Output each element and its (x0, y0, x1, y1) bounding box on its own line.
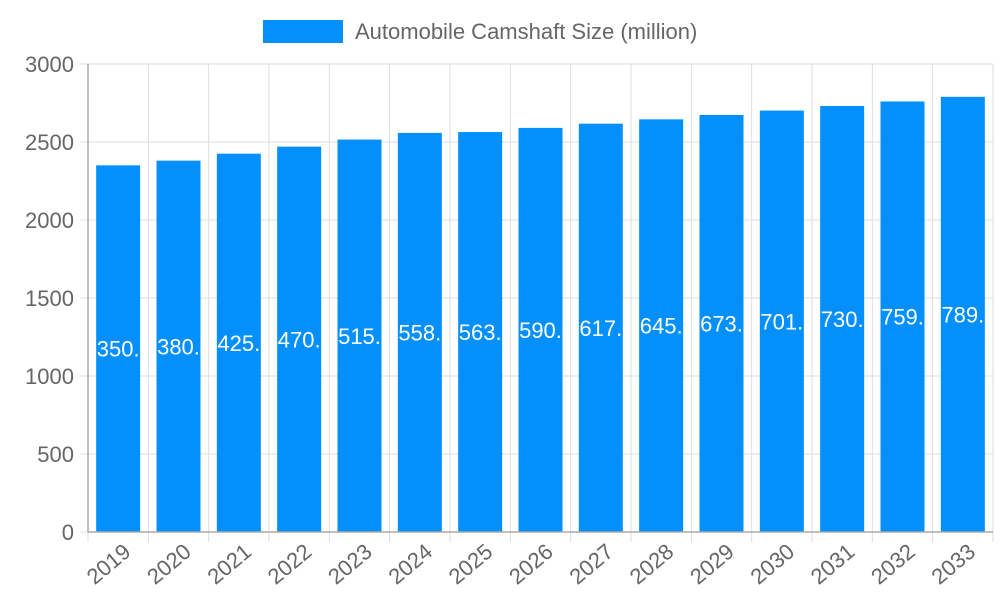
x-tick-label: 2019 (82, 539, 136, 590)
x-tick-label: 2030 (745, 539, 799, 590)
y-tick-label: 3000 (25, 52, 74, 77)
legend-label: Automobile Camshaft Size (million) (355, 19, 697, 44)
bar (759, 110, 804, 532)
data-label: 2617.5 (567, 316, 634, 341)
bar (518, 127, 563, 533)
y-tick-label: 2000 (25, 208, 74, 233)
y-tick-label: 0 (62, 520, 74, 545)
data-label: 2380.4 (145, 334, 212, 359)
bar (940, 96, 985, 532)
bars: 2350.22380.42425.12470.32515.62558.22563… (85, 96, 996, 533)
y-tick-label: 500 (37, 442, 74, 467)
y-tick-label: 1000 (25, 364, 74, 389)
x-tick-label: 2029 (685, 539, 739, 590)
x-tick-label: 2026 (504, 539, 558, 590)
data-label: 2350.2 (85, 337, 152, 362)
data-label: 2425.1 (205, 331, 272, 356)
data-label: 2558.2 (386, 320, 453, 345)
x-tick-label: 2022 (263, 539, 317, 590)
bar (156, 160, 201, 532)
x-tick-label: 2024 (383, 539, 437, 590)
bar (397, 132, 442, 532)
y-tick-label: 1500 (25, 286, 74, 311)
x-tick-label: 2023 (323, 539, 377, 590)
data-label: 2645.3 (628, 314, 695, 339)
data-label: 2590.4 (507, 318, 574, 343)
bar (337, 139, 382, 532)
data-label: 2759.8 (869, 305, 936, 330)
data-label: 2470.3 (266, 327, 333, 352)
legend[interactable]: Automobile Camshaft Size (million) (263, 19, 697, 44)
data-label: 2515.6 (326, 324, 393, 349)
data-label: 2701.5 (748, 309, 815, 334)
x-tick-label: 2031 (806, 539, 860, 590)
data-label: 2563.7 (447, 320, 514, 345)
x-tick-label: 2021 (202, 539, 256, 590)
data-label: 2789.5 (929, 302, 996, 327)
grid (80, 63, 994, 542)
x-tick-label: 2027 (564, 539, 618, 590)
bar (578, 123, 623, 533)
bar (277, 146, 322, 533)
y-tick-label: 2500 (25, 130, 74, 155)
data-label: 2673.2 (688, 311, 755, 336)
bar (820, 106, 865, 532)
bar (699, 114, 744, 532)
x-tick-label: 2020 (142, 539, 196, 590)
legend-swatch (263, 20, 343, 43)
bar (216, 153, 261, 533)
x-tick-label: 2025 (444, 539, 498, 590)
x-tick-label: 2032 (866, 539, 920, 590)
bar (880, 101, 925, 533)
bar (639, 119, 684, 533)
data-label: 2730.6 (809, 307, 876, 332)
x-tick-label: 2028 (625, 539, 679, 590)
bar (458, 132, 503, 532)
bar (96, 165, 141, 532)
x-tick-label: 2033 (926, 539, 980, 590)
